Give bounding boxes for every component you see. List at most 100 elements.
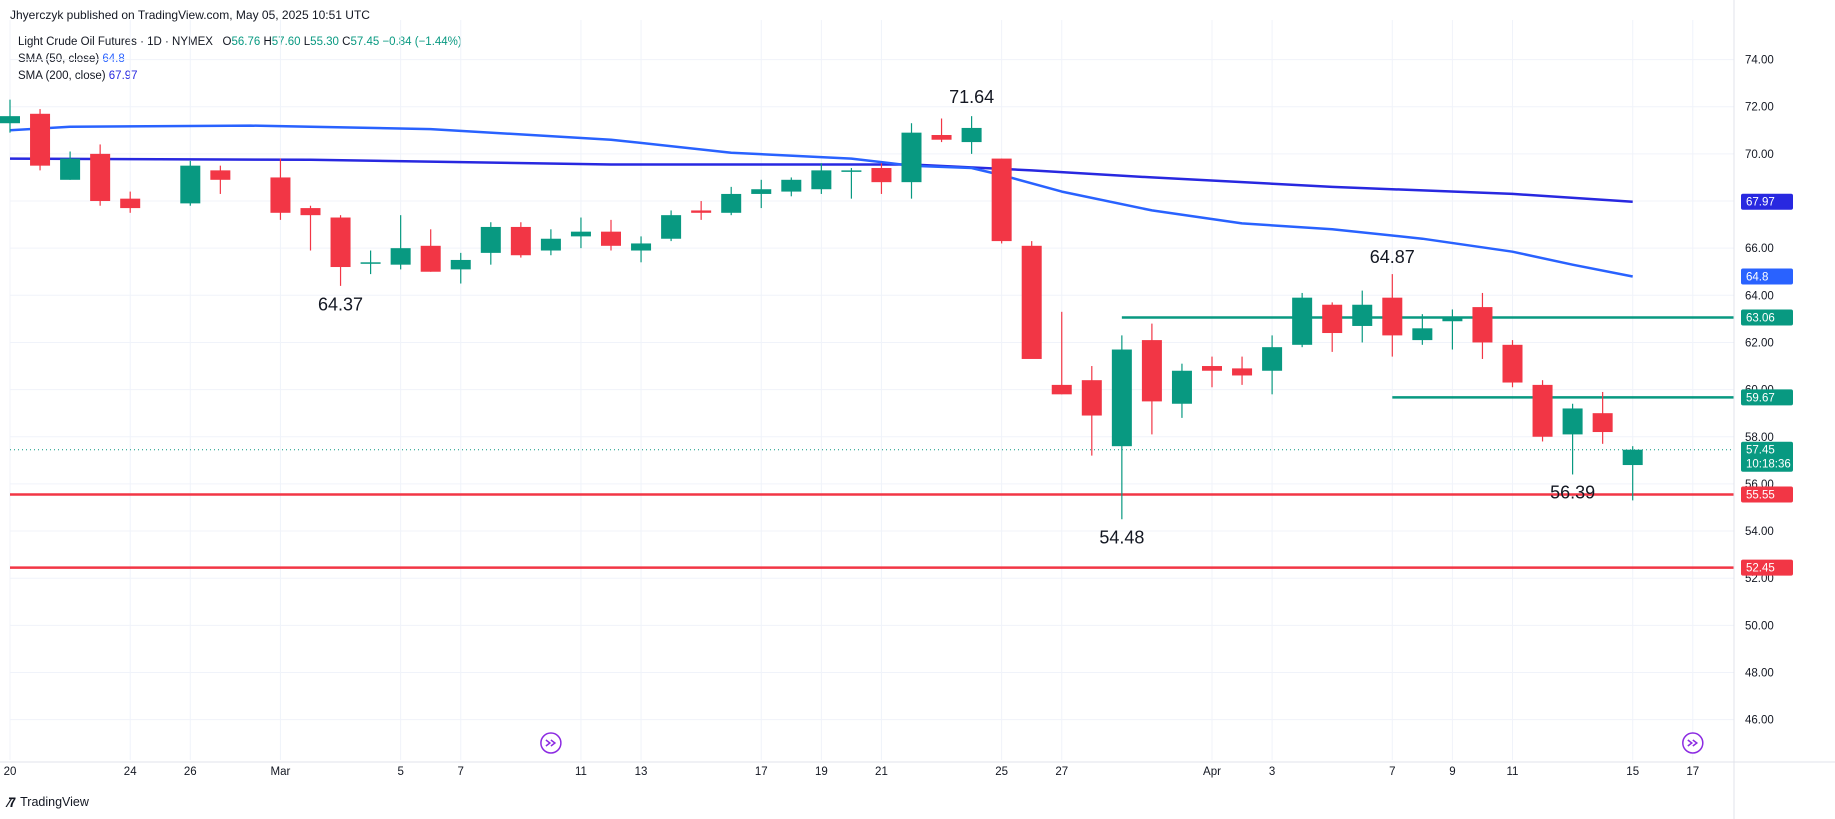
candle-body <box>1322 304 1343 334</box>
candle <box>540 229 561 256</box>
candle <box>661 210 682 242</box>
x-tick-label: 7 <box>458 766 464 778</box>
candle-body <box>60 158 81 180</box>
candle-body <box>871 168 892 183</box>
sma50-label: SMA (50, close) <box>18 53 100 65</box>
candle-body <box>180 165 201 204</box>
level-price-badge: 55.55 <box>1741 486 1793 503</box>
candle-body <box>1562 408 1583 435</box>
level-price-badge: 63.06 <box>1741 309 1793 326</box>
level-price-badge-text: 63.06 <box>1746 312 1775 324</box>
candle-body <box>330 217 351 268</box>
candle-body <box>300 208 321 216</box>
candle <box>1292 292 1313 348</box>
close-value: 57.45 <box>350 36 380 48</box>
x-tick-label: 11 <box>575 766 587 778</box>
candle-body <box>270 177 291 213</box>
candle-body <box>450 259 471 270</box>
candle-body <box>1021 245 1042 359</box>
candle-body <box>1081 380 1102 416</box>
candle <box>390 215 411 270</box>
candle-body <box>510 226 531 256</box>
candle-body <box>1262 347 1283 371</box>
brand-name: TradingView <box>20 795 89 809</box>
x-tick-label: 27 <box>1055 766 1068 778</box>
tradingview-logo-icon: ⁄7 <box>8 794 16 810</box>
candle <box>90 144 111 206</box>
candle <box>961 116 982 154</box>
x-tick-label: 17 <box>1686 766 1699 778</box>
x-tick-label: 17 <box>755 766 768 778</box>
candle <box>721 186 742 216</box>
y-tick-label: 58.00 <box>1745 432 1774 444</box>
candle <box>570 217 591 249</box>
candle <box>300 205 321 251</box>
sma50-line <box>9 124 1633 278</box>
sma-price-badge: 64.8 <box>1741 268 1793 285</box>
level-price-badge-text: 59.67 <box>1746 392 1775 404</box>
event-marker-arrow <box>1687 739 1699 747</box>
candle <box>871 163 892 194</box>
event-marker-icon[interactable] <box>1682 732 1704 754</box>
price-annotation: 64.87 <box>1370 247 1415 267</box>
low-value: 55.30 <box>310 36 339 48</box>
candle <box>991 158 1012 244</box>
candle-body <box>1592 413 1613 433</box>
candle-body <box>480 226 501 253</box>
candle <box>811 163 832 194</box>
last-price-badge-text: 57.45 <box>1746 445 1775 457</box>
candles <box>0 99 1643 520</box>
candle <box>420 229 441 272</box>
candle-body <box>90 153 111 202</box>
sma-price-badge-text: 64.8 <box>1746 271 1768 283</box>
candle-body <box>1292 297 1313 345</box>
candle <box>691 201 712 220</box>
sma200-label: SMA (200, close) <box>18 70 106 82</box>
price-annotation: 64.37 <box>318 295 363 315</box>
candle <box>931 118 952 143</box>
x-tick-label: 21 <box>875 766 888 778</box>
last-price-badge-countdown: 10:18:36 <box>1746 459 1791 471</box>
candle-body <box>1382 297 1403 336</box>
event-marker-arrow <box>545 739 557 747</box>
symbol-name[interactable]: Light Crude Oil Futures · 1D · NYMEX <box>18 36 213 48</box>
price-badges: 67.97 64.8 63.06 59.67 55.55 52.45 57.45 10:18:… <box>1741 193 1793 576</box>
event-marker-icon[interactable] <box>540 732 562 754</box>
candle <box>450 252 471 284</box>
candle <box>1322 302 1343 352</box>
x-tick-label: 13 <box>635 766 648 778</box>
candle-body <box>390 248 411 265</box>
candle <box>1202 356 1222 388</box>
candle <box>180 160 201 206</box>
sma50-value: 64.8 <box>102 53 125 65</box>
candle-body <box>1532 384 1553 437</box>
candle <box>1021 241 1042 359</box>
y-tick-label: 52.00 <box>1745 573 1774 585</box>
candle <box>751 179 772 209</box>
candle-body <box>30 113 51 166</box>
candle <box>480 222 501 265</box>
candle-body <box>1502 344 1523 383</box>
candle <box>1262 335 1283 395</box>
x-tick-label: 25 <box>995 766 1008 778</box>
level-price-badge: 52.45 <box>1741 559 1793 576</box>
candle-body <box>1442 316 1463 322</box>
candle-body <box>1202 366 1222 371</box>
candle-body <box>901 132 922 183</box>
candle <box>1382 274 1403 357</box>
legend-symbol-row: Light Crude Oil Futures · 1D · NYMEX O56… <box>18 34 462 51</box>
candle <box>841 168 862 199</box>
level-price-badge-bg <box>1741 486 1793 503</box>
candle-body <box>0 116 20 124</box>
candle <box>1502 340 1523 388</box>
legend-sma50-row[interactable]: SMA (50, close) 64.8 <box>18 51 462 68</box>
candle <box>510 222 531 258</box>
candle-body <box>120 198 141 209</box>
candle-body <box>841 170 862 172</box>
candle-body <box>691 210 712 213</box>
chart-legend: Light Crude Oil Futures · 1D · NYMEX O56… <box>18 34 462 85</box>
candle-body <box>1622 449 1643 466</box>
open-label: O <box>222 36 232 48</box>
candle-body <box>931 135 952 140</box>
